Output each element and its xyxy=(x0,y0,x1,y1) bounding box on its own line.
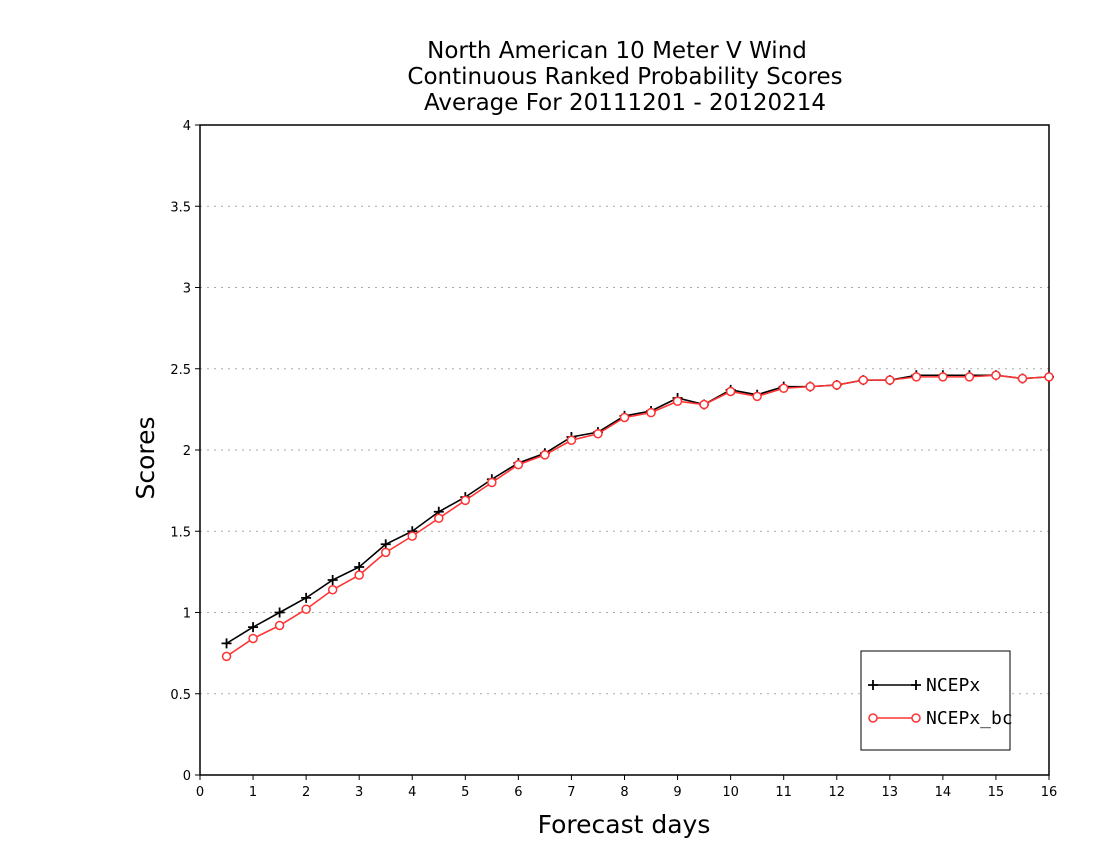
x-tick-label: 12 xyxy=(828,785,845,800)
data-point-ncepx xyxy=(221,638,232,649)
x-axis-title: Forecast days xyxy=(538,810,711,839)
data-point-ncepx-bc xyxy=(566,435,577,445)
series-ncepx-bc xyxy=(221,370,1054,662)
data-point-ncepx-bc xyxy=(752,391,762,402)
data-point-ncepx-bc xyxy=(699,399,709,410)
y-tick-label: 2.5 xyxy=(170,363,191,378)
x-tick-label: 3 xyxy=(355,785,363,800)
legend-label-ncepx-bc: NCEPx_bc xyxy=(926,708,1013,729)
data-point-ncepx-bc xyxy=(832,380,842,390)
x-tick-label: 10 xyxy=(722,785,739,800)
y-tick-label: 0.5 xyxy=(170,688,191,703)
y-tick-label: 0 xyxy=(183,769,191,784)
series-lines xyxy=(221,370,1054,662)
data-point-ncepx-bc xyxy=(407,531,417,541)
x-tick-label: 1 xyxy=(249,785,257,800)
data-point-ncepx xyxy=(274,607,285,618)
legend-marker-ncepx-bc xyxy=(911,713,921,723)
x-tick-label: 4 xyxy=(408,785,416,800)
data-point-ncepx-bc xyxy=(221,651,232,662)
y-tick-label: 1 xyxy=(183,607,191,622)
data-point-ncepx-bc xyxy=(805,381,815,392)
series-line-ncepx-bc xyxy=(226,374,1050,658)
data-point-ncepx-bc xyxy=(327,585,338,595)
data-point-ncepx-bc xyxy=(248,633,258,644)
y-tick-label: 1.5 xyxy=(170,525,191,540)
y-tick-label: 3.5 xyxy=(170,200,191,215)
data-point-ncepx-bc xyxy=(380,547,391,558)
data-point-ncepx-bc xyxy=(885,375,895,385)
legend: NCEPx NCEPx_bc xyxy=(860,650,1013,751)
data-point-ncepx-bc xyxy=(434,513,444,523)
data-point-ncepx-bc xyxy=(619,412,630,423)
data-point-ncepx-bc xyxy=(725,386,736,397)
data-point-ncepx-bc xyxy=(301,604,311,614)
data-point-ncepx-bc xyxy=(540,450,550,460)
chart-title: North American 10 Meter V Wind Continuou… xyxy=(407,38,842,116)
title-line-2: Continuous Ranked Probability Scores xyxy=(407,64,842,90)
data-point-ncepx xyxy=(327,575,338,585)
title-line-3: Average For 20111201 - 20120214 xyxy=(424,90,826,116)
y-tick-label: 4 xyxy=(183,119,191,134)
x-tick-label: 2 xyxy=(302,785,310,800)
data-point-ncepx-bc xyxy=(274,620,285,631)
axis-ticks: 00.511.522.533.540 1 2 3 4 5 6 7 8 9 10 11 12 13 14 15 1… xyxy=(170,119,1057,800)
data-point-ncepx-bc xyxy=(938,372,948,382)
data-point-ncepx-bc xyxy=(1044,372,1054,382)
x-tick-label: 9 xyxy=(673,785,681,800)
legend-marker-ncepx xyxy=(868,680,878,690)
x-tick-label: 14 xyxy=(935,785,952,800)
data-point-ncepx-bc xyxy=(513,459,524,470)
data-point-ncepx-bc xyxy=(460,495,471,506)
x-tick-label: 8 xyxy=(620,785,628,800)
series-ncepx xyxy=(221,370,1054,649)
y-tick-label: 2 xyxy=(183,444,191,459)
legend-box xyxy=(860,650,1011,751)
title-line-1: North American 10 Meter V Wind xyxy=(427,38,807,64)
data-point-ncepx-bc xyxy=(593,429,603,439)
data-point-ncepx-bc xyxy=(911,372,922,382)
x-tick-label: 13 xyxy=(882,785,899,800)
x-tick-label: 6 xyxy=(514,785,522,800)
data-point-ncepx xyxy=(354,562,365,572)
data-point-ncepx xyxy=(301,592,312,603)
data-point-ncepx-bc xyxy=(354,570,364,580)
legend-label-ncepx: NCEPx xyxy=(926,675,980,696)
data-point-ncepx xyxy=(380,539,391,550)
x-tick-label: 7 xyxy=(567,785,575,800)
data-point-ncepx-bc xyxy=(646,407,656,418)
y-tick-label: 3 xyxy=(183,282,191,297)
data-point-ncepx-bc xyxy=(487,477,497,488)
x-tick-label: 5 xyxy=(461,785,469,800)
legend-marker-ncepx xyxy=(911,680,921,690)
data-point-ncepx-bc xyxy=(778,383,789,393)
data-point-ncepx-bc xyxy=(672,396,683,406)
x-tick-label: 15 xyxy=(988,785,1005,800)
data-point-ncepx xyxy=(248,622,259,633)
x-tick-label: 16 xyxy=(1041,785,1058,800)
x-tick-label: 0 xyxy=(196,785,204,800)
data-point-ncepx-bc xyxy=(1017,373,1028,384)
legend-item-ncepx: NCEPx xyxy=(868,675,980,696)
x-tick-label: 11 xyxy=(775,785,792,800)
grid xyxy=(200,205,1049,695)
data-point-ncepx-bc xyxy=(964,372,975,382)
y-axis-title: Scores xyxy=(131,416,160,499)
legend-item-ncepx-bc: NCEPx_bc xyxy=(868,708,1013,729)
data-point-ncepx-bc xyxy=(858,375,869,385)
data-point-ncepx-bc xyxy=(991,370,1001,380)
legend-marker-ncepx-bc xyxy=(868,713,878,723)
